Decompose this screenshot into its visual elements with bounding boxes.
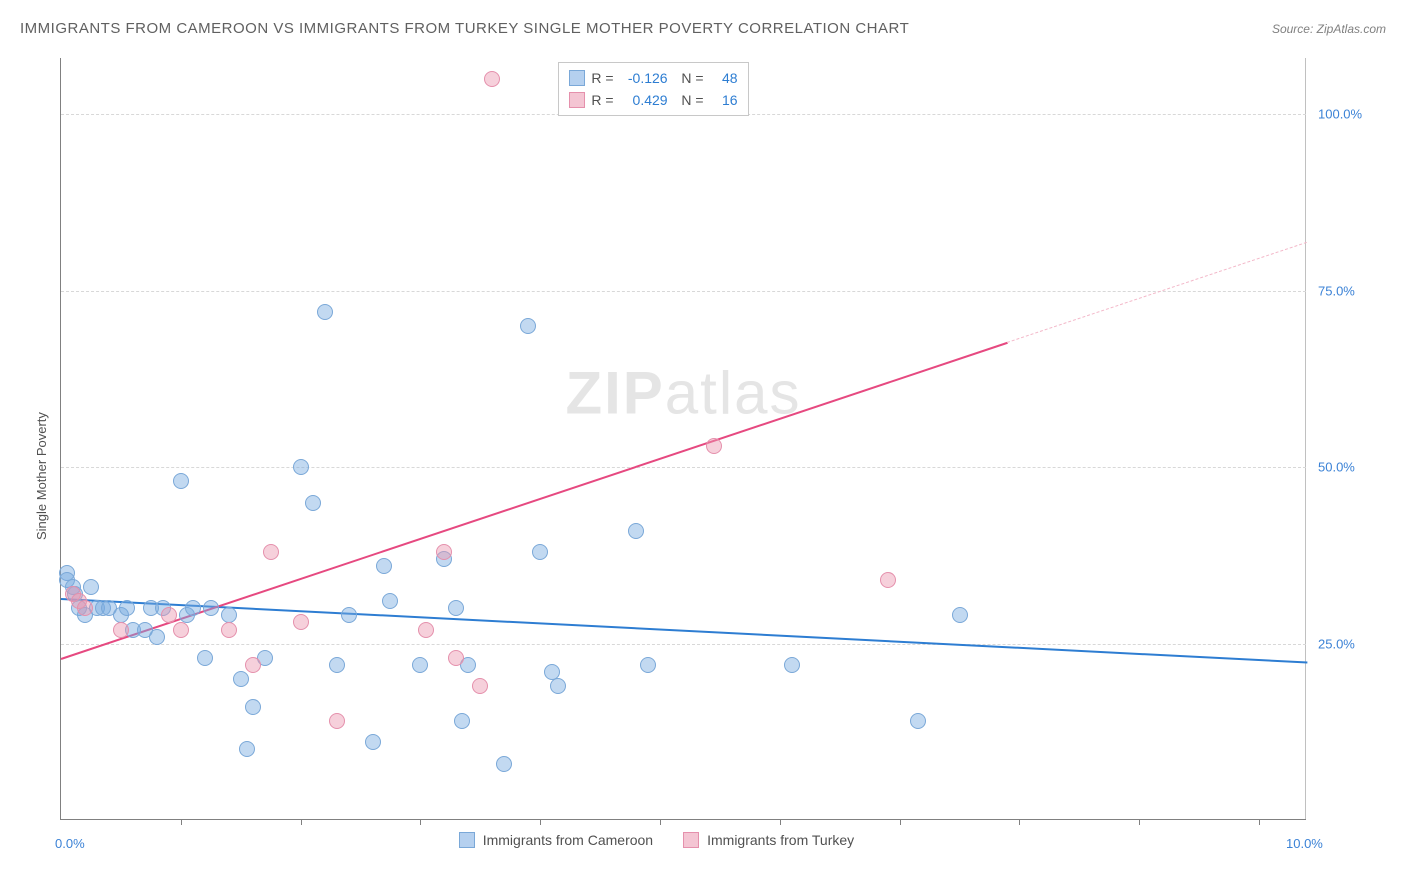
- marker-cameroon: [203, 600, 219, 616]
- marker-cameroon: [341, 607, 357, 623]
- legend-label: Immigrants from Turkey: [707, 832, 854, 848]
- legend-r-label: R =: [591, 70, 613, 86]
- plot-area: ZIPatlas: [60, 58, 1306, 820]
- legend-n-label: N =: [674, 92, 704, 108]
- marker-turkey: [418, 622, 434, 638]
- marker-cameroon: [412, 657, 428, 673]
- y-tick-label: 100.0%: [1318, 107, 1362, 122]
- marker-cameroon: [239, 741, 255, 757]
- marker-cameroon: [365, 734, 381, 750]
- marker-cameroon: [784, 657, 800, 673]
- marker-cameroon: [640, 657, 656, 673]
- marker-turkey: [245, 657, 261, 673]
- chart-title: IMMIGRANTS FROM CAMEROON VS IMMIGRANTS F…: [20, 20, 1386, 37]
- marker-cameroon: [454, 713, 470, 729]
- y-tick-label: 25.0%: [1318, 636, 1355, 651]
- marker-turkey: [221, 622, 237, 638]
- marker-cameroon: [119, 600, 135, 616]
- legend-swatch: [459, 832, 475, 848]
- marker-turkey: [329, 713, 345, 729]
- legend-row-cameroon: R = -0.126 N = 48: [569, 67, 737, 89]
- marker-turkey: [113, 622, 129, 638]
- y-tick-label: 75.0%: [1318, 283, 1355, 298]
- legend-r-value: -0.126: [620, 70, 668, 86]
- gridline: [61, 291, 1306, 292]
- marker-turkey: [173, 622, 189, 638]
- legend-n-value: 48: [710, 70, 738, 86]
- legend-r-value: 0.429: [620, 92, 668, 108]
- marker-cameroon: [317, 304, 333, 320]
- marker-turkey: [293, 614, 309, 630]
- marker-cameroon: [293, 459, 309, 475]
- y-tick-label: 50.0%: [1318, 460, 1355, 475]
- marker-cameroon: [305, 495, 321, 511]
- marker-turkey: [880, 572, 896, 588]
- marker-cameroon: [197, 650, 213, 666]
- x-tick: [660, 819, 661, 825]
- legend-row-turkey: R = 0.429 N = 16: [569, 89, 737, 111]
- marker-turkey: [161, 607, 177, 623]
- gridline: [61, 644, 1306, 645]
- marker-turkey: [706, 438, 722, 454]
- x-range-left: 0.0%: [55, 836, 85, 851]
- marker-cameroon: [382, 593, 398, 609]
- marker-cameroon: [329, 657, 345, 673]
- x-tick: [780, 819, 781, 825]
- marker-cameroon: [910, 713, 926, 729]
- marker-cameroon: [550, 678, 566, 694]
- x-tick: [540, 819, 541, 825]
- correlation-chart: IMMIGRANTS FROM CAMEROON VS IMMIGRANTS F…: [20, 20, 1386, 872]
- marker-cameroon: [185, 600, 201, 616]
- marker-cameroon: [520, 318, 536, 334]
- marker-turkey: [472, 678, 488, 694]
- marker-cameroon: [628, 523, 644, 539]
- legend-r-label: R =: [591, 92, 613, 108]
- gridline: [61, 467, 1306, 468]
- legend-n-value: 16: [710, 92, 738, 108]
- legend-n-label: N =: [674, 70, 704, 86]
- marker-turkey: [484, 71, 500, 87]
- legend-swatch: [569, 70, 585, 86]
- legend-label: Immigrants from Cameroon: [483, 832, 653, 848]
- marker-cameroon: [83, 579, 99, 595]
- marker-turkey: [263, 544, 279, 560]
- x-tick: [181, 819, 182, 825]
- marker-cameroon: [952, 607, 968, 623]
- x-tick: [1139, 819, 1140, 825]
- legend-item-turkey: Immigrants from Turkey: [683, 832, 854, 848]
- x-tick: [1019, 819, 1020, 825]
- x-tick: [420, 819, 421, 825]
- marker-cameroon: [448, 600, 464, 616]
- marker-turkey: [77, 600, 93, 616]
- marker-cameroon: [532, 544, 548, 560]
- legend-swatch: [683, 832, 699, 848]
- marker-turkey: [436, 544, 452, 560]
- legend-swatch: [569, 92, 585, 108]
- x-tick: [1259, 819, 1260, 825]
- x-tick: [301, 819, 302, 825]
- marker-cameroon: [496, 756, 512, 772]
- legend-series: Immigrants from Cameroon Immigrants from …: [459, 832, 854, 848]
- marker-cameroon: [245, 699, 261, 715]
- marker-turkey: [448, 650, 464, 666]
- marker-cameroon: [376, 558, 392, 574]
- x-tick: [900, 819, 901, 825]
- legend-item-cameroon: Immigrants from Cameroon: [459, 832, 653, 848]
- legend-correlation-box: R = -0.126 N = 48 R = 0.429 N = 16: [558, 62, 748, 116]
- y-axis-label: Single Mother Poverty: [34, 412, 49, 540]
- marker-cameroon: [149, 629, 165, 645]
- marker-cameroon: [173, 473, 189, 489]
- source-label: Source: ZipAtlas.com: [1272, 22, 1386, 36]
- marker-cameroon: [233, 671, 249, 687]
- x-range-right: 10.0%: [1286, 836, 1323, 851]
